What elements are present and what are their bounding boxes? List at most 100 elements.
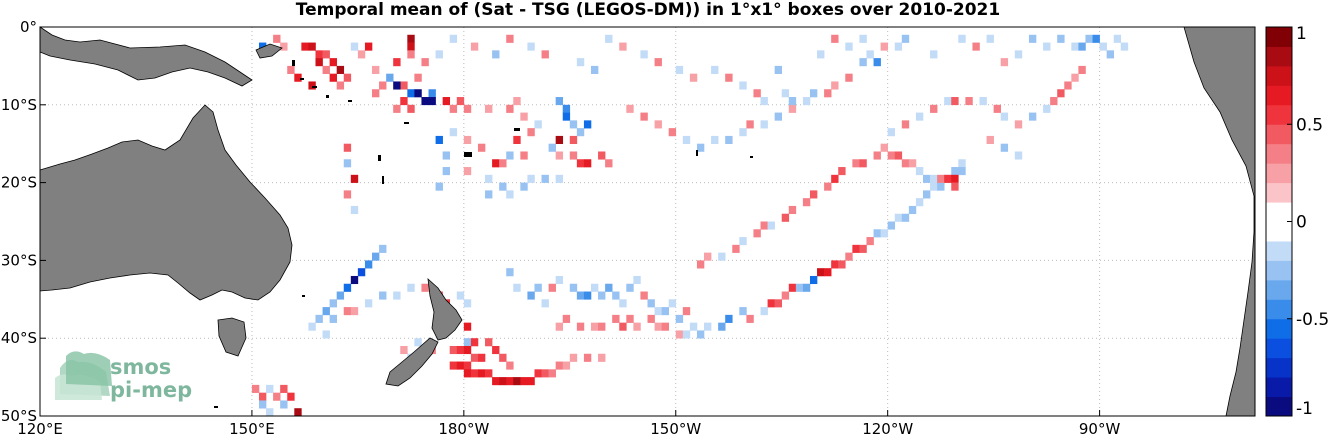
data-cell	[555, 174, 564, 183]
data-cell	[781, 213, 790, 222]
data-cell	[711, 135, 719, 144]
colorbar-segment	[1266, 279, 1292, 300]
lat-tick-label: 10°S	[1, 96, 37, 114]
data-cell	[350, 205, 359, 215]
data-cell	[576, 58, 585, 67]
data-cell	[407, 34, 415, 43]
data-cell	[944, 97, 952, 106]
data-cell	[343, 143, 352, 152]
data-cell	[294, 408, 302, 417]
data-cell	[696, 143, 705, 152]
data-cell	[569, 135, 578, 144]
data-cell	[760, 97, 768, 106]
data-cell	[329, 299, 337, 308]
data-cell	[753, 89, 761, 98]
data-cell	[513, 283, 521, 292]
data-cell	[506, 151, 514, 160]
data-cell	[802, 198, 811, 207]
data-cell	[266, 408, 274, 417]
data-cell	[569, 120, 578, 129]
data-cell	[477, 143, 486, 152]
data-cell	[746, 314, 754, 323]
data-cell	[322, 307, 330, 316]
colorbar-segment	[1266, 27, 1292, 47]
colorbar-segment	[1266, 396, 1292, 417]
data-cell	[477, 369, 486, 378]
data-cell	[894, 151, 903, 160]
data-cell	[329, 73, 337, 82]
data-cell	[937, 182, 945, 191]
australia-landmass	[39, 104, 293, 301]
data-cell	[343, 73, 352, 82]
data-cell	[788, 97, 797, 106]
plot-area	[39, 26, 1256, 417]
data-cell	[258, 392, 267, 401]
data-cell	[372, 65, 380, 74]
data-cell	[1000, 112, 1009, 121]
data-cell	[1057, 34, 1065, 43]
data-cell	[379, 244, 387, 253]
data-cell	[400, 345, 408, 355]
colorbar-segment	[1266, 143, 1292, 164]
data-cell	[689, 73, 698, 82]
data-cell	[492, 345, 500, 355]
data-cell	[393, 81, 401, 90]
data-cell	[682, 307, 691, 316]
data-cell	[930, 174, 938, 183]
data-cell	[308, 42, 316, 51]
data-cell	[463, 299, 472, 308]
data-cell	[1078, 65, 1086, 74]
data-cell	[449, 128, 458, 137]
data-cell	[661, 307, 669, 316]
data-cell	[470, 353, 479, 362]
data-cell	[280, 400, 288, 409]
data-cell	[922, 174, 931, 183]
data-cell	[824, 89, 832, 98]
data-cell	[322, 50, 330, 59]
data-cell	[463, 135, 472, 144]
lon-tick-label: 150°E	[229, 420, 275, 438]
data-cell	[598, 353, 606, 362]
data-cell	[958, 167, 966, 176]
data-cell	[470, 369, 479, 378]
data-cell	[682, 330, 691, 339]
data-cell	[499, 159, 507, 168]
data-cell	[824, 268, 832, 277]
lon-tick-label: 90°W	[1079, 420, 1121, 438]
data-cell	[873, 229, 881, 238]
data-cell	[915, 112, 924, 121]
data-cell	[880, 42, 888, 51]
data-cell	[414, 73, 422, 82]
data-cell	[626, 104, 634, 113]
data-cell	[555, 97, 564, 106]
data-cell	[576, 159, 585, 168]
data-cell	[555, 275, 564, 285]
data-cell	[583, 120, 592, 129]
data-cell	[273, 392, 281, 401]
colorbar-segment	[1266, 357, 1292, 378]
lat-tick-label: 50°S	[1, 407, 37, 425]
colorbar-segment	[1266, 46, 1292, 67]
data-cell	[845, 42, 853, 51]
data-cell	[350, 174, 359, 183]
data-cell	[555, 322, 564, 331]
data-cell	[986, 34, 994, 43]
data-cell	[873, 58, 881, 67]
lat-tick-label: 0°	[20, 18, 37, 36]
data-cell	[612, 291, 620, 300]
data-cell	[379, 291, 387, 300]
data-cell	[760, 120, 768, 129]
data-cell	[1078, 42, 1086, 51]
data-cell	[930, 104, 938, 113]
data-cell	[343, 190, 352, 199]
data-cell	[456, 345, 465, 355]
data-cell	[774, 112, 783, 121]
data-cell	[322, 65, 330, 74]
data-cell	[845, 73, 853, 82]
colorbar-segment	[1266, 338, 1292, 359]
data-cell	[838, 167, 846, 176]
data-cell	[760, 221, 768, 230]
data-cell	[831, 34, 839, 43]
data-cell	[541, 174, 549, 183]
